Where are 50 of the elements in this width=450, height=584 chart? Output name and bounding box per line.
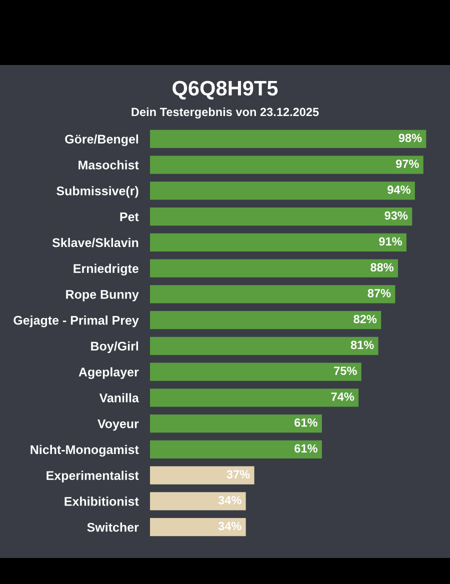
y-tick-label: Pet (120, 212, 139, 222)
bar (150, 182, 415, 200)
bar (150, 466, 254, 484)
y-tick-label: Vanilla (99, 393, 139, 402)
bar (150, 233, 406, 252)
bar (150, 440, 322, 458)
y-tick-label: Experimentalist (46, 470, 139, 482)
data-label: 91% (379, 237, 402, 246)
chart-subtitle: Dein Testergebnis von 23.12.2025 (132, 107, 319, 119)
bar (150, 492, 246, 510)
data-label: 82% (354, 314, 377, 324)
bar (150, 388, 359, 407)
chart-title: Q6Q8H9T5 (172, 80, 278, 100)
data-label: 74% (331, 392, 354, 401)
bar (150, 362, 362, 381)
data-label: 98% (398, 134, 422, 142)
bar (150, 518, 246, 536)
data-label: 75% (334, 366, 357, 375)
data-label: 81% (350, 340, 374, 350)
data-label: 34% (218, 522, 242, 530)
bar (150, 311, 382, 330)
data-label: 87% (368, 288, 391, 298)
y-tick-label: Voyeur (98, 419, 139, 431)
y-tick-label: Gejagte - Primal Prey (14, 316, 139, 328)
bar (150, 208, 412, 226)
data-label: 97% (396, 160, 419, 168)
y-tick-label: Erniedrigte (74, 264, 138, 276)
data-label: 61% (294, 418, 318, 427)
y-tick-label: Göre/Bengel (65, 134, 138, 146)
bar (150, 259, 398, 278)
y-tick-label: Switcher (87, 522, 139, 532)
data-label: 93% (384, 211, 408, 220)
y-tick-label: Boy/Girl (91, 341, 138, 354)
data-label: 88% (370, 263, 394, 272)
data-label: 94% (388, 185, 410, 194)
y-tick-label: Sklave/Sklavin (52, 238, 138, 248)
y-tick-label: Nicht-Monogamist (30, 444, 139, 457)
data-label: 34% (218, 496, 242, 504)
y-tick-label: Masochist (78, 160, 139, 170)
data-label: 61% (294, 444, 318, 453)
data-label: 37% (226, 470, 250, 478)
bar (150, 130, 426, 148)
bar (150, 285, 396, 304)
bar (150, 414, 322, 433)
y-tick-label: Ageplayer (78, 367, 139, 379)
bar (150, 336, 378, 355)
bar (150, 156, 424, 174)
y-tick-label: Rope Bunny (66, 290, 139, 302)
y-tick-label: Submissive(r) (56, 186, 138, 198)
y-tick-label: Exhibitionist (64, 496, 139, 506)
